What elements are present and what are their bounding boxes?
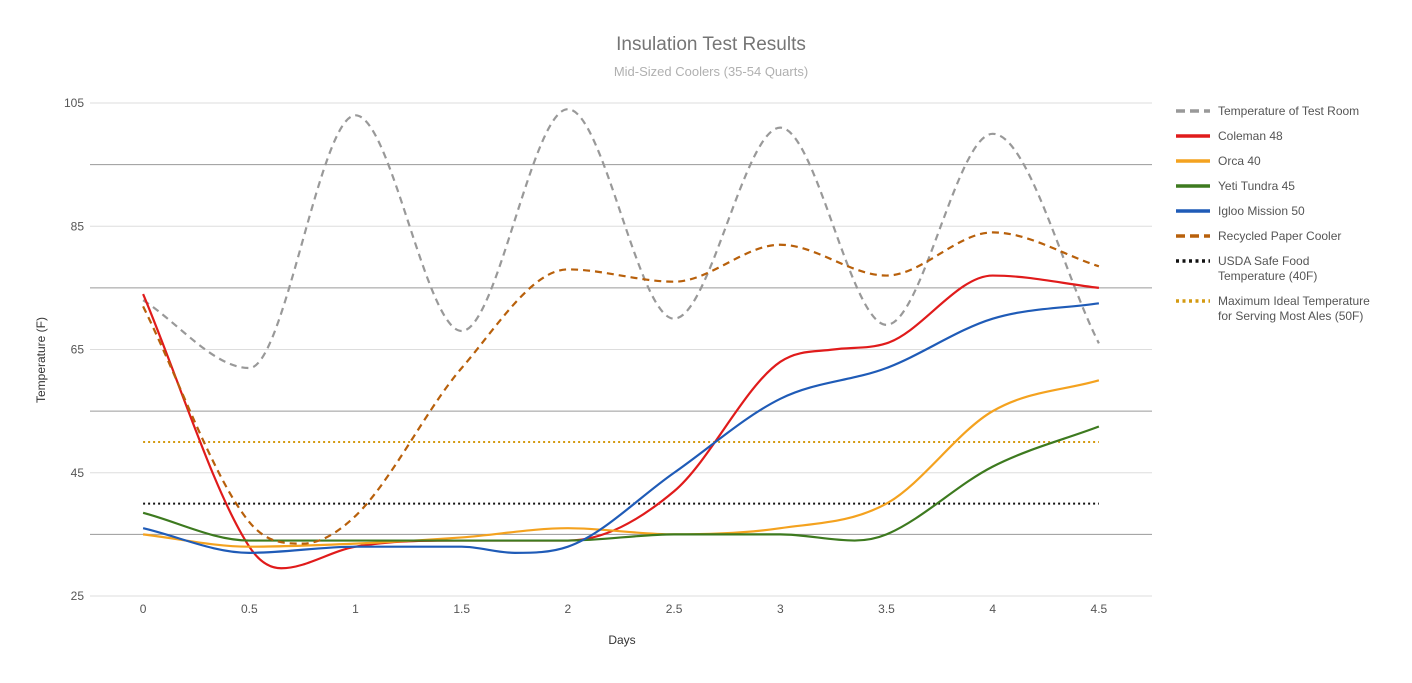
x-tick-label: 0.5 <box>241 602 258 616</box>
legend: Temperature of Test Room Coleman 48 Orca 4… <box>1176 104 1370 323</box>
series-line-coleman-48 <box>142 274 1100 570</box>
y-tick-label: 65 <box>71 343 85 357</box>
series-line-temperature-of-test-room <box>142 108 1100 370</box>
legend-label-usda-safe-food-temperature-40f: USDA Safe Food Temperature (40F) <box>1218 254 1317 283</box>
y-tick-label: 105 <box>64 96 84 110</box>
x-tick-label: 4.5 <box>1091 602 1108 616</box>
series-line-orca-40 <box>142 379 1100 548</box>
legend-label-temperature-of-test-room: Temperature of Test Room <box>1218 104 1359 118</box>
legend-label-maximum-ideal-temperature-for-serving-most-ales-50f: Maximum Ideal Temperature for Serving Mos… <box>1218 294 1370 323</box>
x-tick-label: 1 <box>352 602 359 616</box>
legend-label-igloo-mission-50: Igloo Mission 50 <box>1218 204 1305 218</box>
legend-label-orca-40: Orca 40 <box>1218 154 1261 168</box>
series-line-igloo-mission-50 <box>142 302 1100 554</box>
y-tick-label: 45 <box>71 466 85 480</box>
gridlines <box>90 102 1152 597</box>
y-tick-label: 85 <box>71 219 85 233</box>
chart-title: Insulation Test Results <box>616 34 806 55</box>
legend-label-yeti-tundra-45: Yeti Tundra 45 <box>1218 179 1295 193</box>
y-axis-label: Temperature (F) <box>34 317 48 403</box>
x-tick-label: 3 <box>777 602 784 616</box>
x-tick-label: 4 <box>989 602 996 616</box>
x-axis-label: Days <box>608 633 635 647</box>
legend-label-recycled-paper-cooler: Recycled Paper Cooler <box>1218 229 1341 243</box>
series-line-recycled-paper-cooler <box>142 231 1100 545</box>
series-line-yeti-tundra-45 <box>142 425 1100 542</box>
x-tick-label: 2.5 <box>666 602 683 616</box>
legend-label-coleman-48: Coleman 48 <box>1218 129 1283 143</box>
series-lines <box>142 108 1100 570</box>
chart-subtitle: Mid-Sized Coolers (35-54 Quarts) <box>614 64 808 79</box>
x-tick-label: 1.5 <box>453 602 470 616</box>
y-tick-label: 25 <box>71 589 85 603</box>
axis-ticks: 25 45 65 85 105 0 0.5 1 1.5 2 2.5 3 3.5 4 4.5 <box>64 96 1108 616</box>
x-tick-label: 3.5 <box>878 602 895 616</box>
x-tick-label: 2 <box>565 602 572 616</box>
x-tick-label: 0 <box>140 602 147 616</box>
